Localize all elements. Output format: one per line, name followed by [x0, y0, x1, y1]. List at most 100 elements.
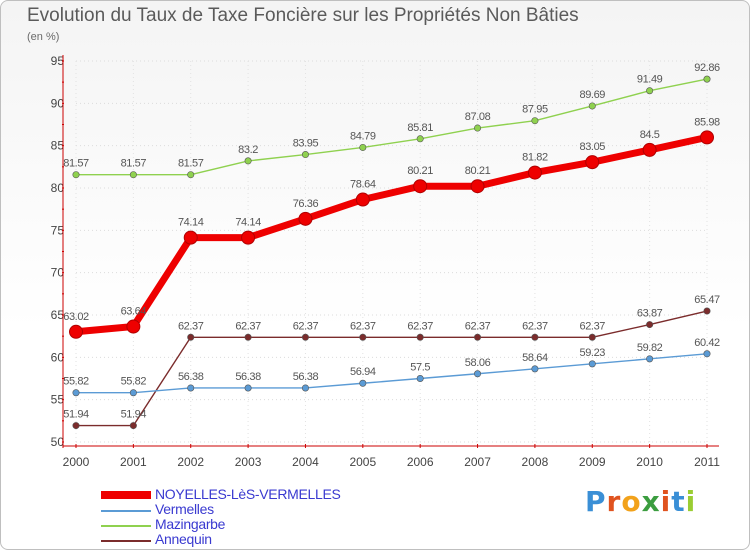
- legend-label: Annequin: [155, 531, 212, 547]
- data-label: 85.81: [407, 122, 433, 134]
- data-label: 81.57: [178, 158, 204, 170]
- logo-letter: r: [606, 485, 622, 518]
- x-tick-label: 2003: [235, 455, 262, 469]
- data-point: [416, 333, 424, 341]
- data-point: [359, 143, 367, 151]
- data-point: [588, 102, 596, 110]
- data-label: 63.64: [121, 306, 147, 318]
- data-label: 58.06: [465, 357, 491, 369]
- y-tick-label: 95: [51, 54, 65, 68]
- data-point: [244, 384, 252, 392]
- data-point: [129, 389, 137, 397]
- data-label: 87.08: [465, 111, 491, 123]
- legend-label: Vermelles: [155, 501, 214, 517]
- data-point: [703, 350, 711, 358]
- logo-letter: o: [621, 485, 642, 518]
- data-label: 78.64: [350, 179, 376, 191]
- data-point: [126, 319, 141, 334]
- data-label: 81.82: [522, 152, 548, 164]
- logo-letter: t: [671, 485, 686, 518]
- data-point: [531, 117, 539, 125]
- data-label: 92.86: [694, 62, 720, 74]
- data-point: [531, 333, 539, 341]
- data-point: [69, 324, 83, 339]
- data-label: 60.42: [694, 337, 720, 349]
- y-tick-label: 90: [51, 96, 65, 110]
- data-point: [413, 179, 428, 194]
- data-label: 59.23: [580, 347, 606, 359]
- x-tick-label: 2000: [63, 455, 90, 469]
- data-label: 58.64: [522, 352, 548, 364]
- data-label: 74.14: [178, 217, 204, 229]
- data-point: [474, 333, 482, 341]
- data-point: [72, 422, 80, 430]
- data-point: [359, 333, 367, 341]
- data-point: [298, 211, 313, 226]
- logo-letter: x: [641, 485, 661, 518]
- data-label: 57.5: [410, 362, 430, 374]
- data-point: [646, 355, 654, 363]
- data-point: [129, 171, 137, 179]
- x-tick-label: 2005: [349, 455, 376, 469]
- data-label: 84.79: [350, 130, 376, 142]
- data-label: 62.37: [407, 320, 433, 332]
- legend-label: Mazingarbe: [155, 516, 226, 532]
- data-label: 65.47: [694, 294, 720, 306]
- data-label: 83.2: [238, 144, 258, 156]
- data-point: [244, 333, 252, 341]
- data-point: [301, 151, 309, 159]
- data-point: [703, 75, 711, 83]
- logo-letter: P: [585, 485, 607, 518]
- y-tick-label: 65: [51, 308, 65, 322]
- data-label: 85.98: [694, 116, 720, 128]
- data-point: [416, 135, 424, 143]
- data-point: [187, 333, 195, 341]
- data-point: [588, 360, 596, 368]
- y-tick-label: 75: [51, 223, 65, 237]
- x-tick-label: 2010: [636, 455, 663, 469]
- data-label: 91.49: [637, 74, 663, 86]
- data-label: 62.37: [522, 320, 548, 332]
- data-label: 62.37: [580, 320, 606, 332]
- unit-label: (en %): [27, 31, 60, 43]
- data-label: 56.38: [293, 371, 319, 383]
- data-point: [355, 192, 370, 207]
- data-point: [72, 389, 80, 397]
- data-point: [129, 422, 137, 430]
- data-point: [187, 384, 195, 392]
- data-point: [301, 333, 309, 341]
- data-point: [187, 171, 195, 179]
- data-label: 56.38: [178, 371, 204, 383]
- y-tick-label: 60: [51, 350, 65, 364]
- data-label: 56.94: [350, 366, 376, 378]
- data-point: [646, 321, 654, 329]
- series-line-annequin: [75, 310, 708, 427]
- data-point: [531, 365, 539, 373]
- x-tick-label: 2008: [522, 455, 549, 469]
- y-tick-label: 55: [51, 393, 65, 407]
- data-label: 84.5: [640, 129, 660, 141]
- legend-swatch: [101, 525, 151, 527]
- series-line-vermelles: [75, 353, 708, 394]
- logo-letter: i: [660, 485, 672, 518]
- data-label: 89.69: [580, 89, 606, 101]
- data-label: 62.37: [293, 320, 319, 332]
- chart-title: Evolution du Taux de Taxe Foncière sur l…: [27, 5, 579, 26]
- data-label: 83.95: [293, 138, 319, 150]
- data-label: 83.05: [580, 141, 606, 153]
- data-point: [416, 374, 424, 382]
- series-line-mazingarbe: [75, 78, 708, 176]
- x-tick-label: 2006: [407, 455, 434, 469]
- data-point: [244, 157, 252, 165]
- data-label: 55.82: [63, 376, 89, 388]
- x-tick-label: 2002: [177, 455, 204, 469]
- data-point: [72, 171, 80, 179]
- y-tick-label: 80: [51, 181, 65, 195]
- data-point: [183, 230, 198, 245]
- data-point: [527, 165, 542, 180]
- data-point: [703, 307, 711, 315]
- x-tick-label: 2004: [292, 455, 319, 469]
- x-tick-label: 2001: [120, 455, 147, 469]
